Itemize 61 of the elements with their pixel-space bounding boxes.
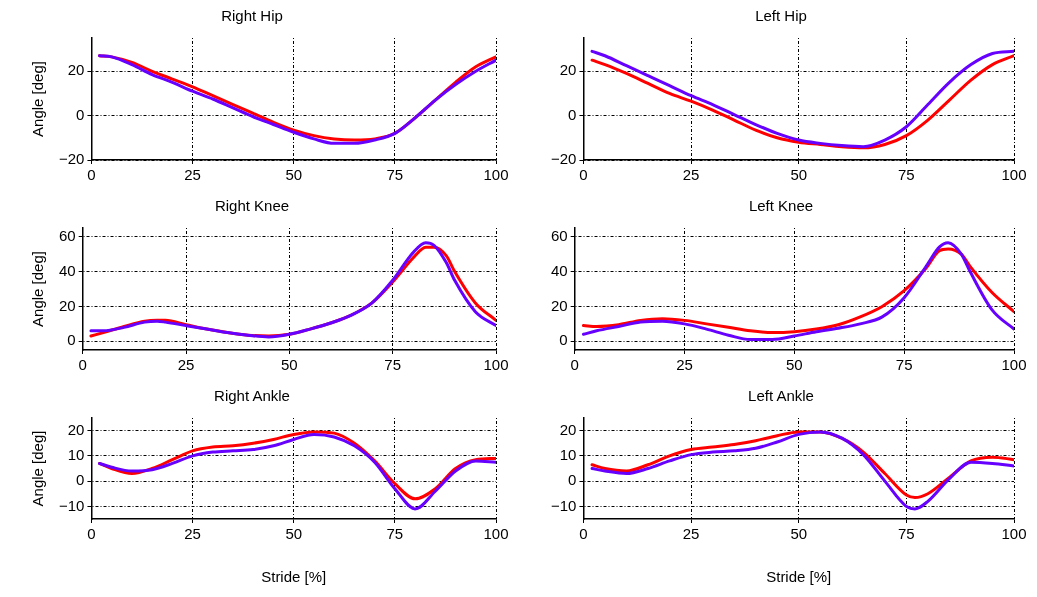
x-tick-label: 100 [483,525,509,543]
chart-title: Left Ankle [748,387,814,405]
chart-title: Right Knee [214,197,290,215]
chart-title: Right Hip [221,7,283,25]
x-tick-label: 75 [895,356,913,374]
y-tick-label: 60 [551,226,568,244]
x-tick-label: 100 [483,166,509,184]
x-tick-label: 75 [386,525,404,543]
y-tick-label: 40 [551,261,568,279]
y-tick-label: −10 [550,496,577,514]
y-tick-label: 20 [59,296,76,314]
y-axis-title: Angle [deg] [29,251,47,327]
x-tick-label: 25 [177,356,195,374]
x-tick-label: 100 [1001,356,1027,374]
x-tick-label: 100 [483,356,509,374]
y-axis-title: Angle [deg] [29,430,47,507]
y-axis-title: Angle [deg] [29,61,47,137]
x-tick-label: 50 [786,356,803,374]
y-tick-label: −20 [550,150,577,168]
y-tick-label: 0 [568,471,577,489]
x-tick-label: 75 [384,356,402,374]
x-axis-title: Stride [%] [261,568,327,586]
x-tick-label: 25 [682,525,700,543]
x-tick-label: 75 [386,166,404,184]
y-tick-label: 0 [559,331,568,349]
chart-title: Right Ankle [214,387,290,405]
x-tick-label: 50 [285,166,303,184]
x-tick-label: 0 [579,525,588,543]
x-tick-label: 50 [790,166,808,184]
x-tick-label: 100 [1001,525,1027,543]
chart-title: Left Knee [748,197,814,215]
y-tick-label: 10 [67,446,85,464]
x-axis-title: Stride [%] [766,568,832,586]
y-tick-label: 20 [67,61,85,79]
y-tick-label: −10 [58,496,85,514]
chart-title: Left Hip [755,7,807,25]
x-tick-label: 100 [1001,166,1027,184]
x-tick-label: 50 [790,525,808,543]
x-tick-label: 0 [87,166,96,184]
y-tick-label: 0 [67,331,76,349]
y-tick-label: 60 [59,226,76,244]
y-tick-label: −20 [58,150,85,168]
x-tick-label: 25 [682,166,700,184]
x-tick-label: 0 [579,166,588,184]
y-tick-label: 10 [559,446,577,464]
y-tick-label: 0 [76,105,85,123]
x-tick-label: 25 [184,525,201,543]
x-tick-label: 75 [898,166,915,184]
x-tick-label: 25 [184,166,201,184]
y-tick-label: 0 [76,471,85,489]
x-tick-label: 25 [676,356,693,374]
x-tick-label: 75 [898,525,915,543]
y-tick-label: 40 [59,261,76,279]
y-tick-label: 20 [559,61,577,79]
y-tick-label: 20 [67,420,85,438]
x-tick-label: 50 [285,525,303,543]
x-tick-label: 50 [281,356,298,374]
x-tick-label: 0 [87,525,96,543]
y-tick-label: 0 [568,105,577,123]
y-tick-label: 20 [551,296,568,314]
y-tick-label: 20 [559,420,577,438]
